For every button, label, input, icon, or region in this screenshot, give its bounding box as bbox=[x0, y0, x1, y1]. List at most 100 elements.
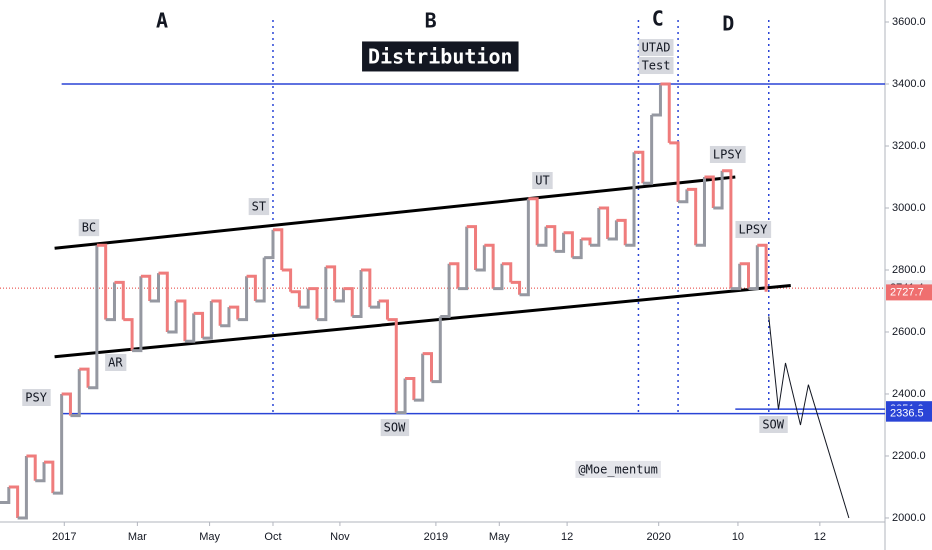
price-step bbox=[405, 376, 416, 401]
projection-line bbox=[768, 316, 850, 519]
annotation-text: PSY bbox=[25, 391, 47, 405]
price-step bbox=[299, 288, 310, 309]
annotation: B bbox=[425, 9, 437, 33]
price-step bbox=[123, 318, 134, 351]
price-step bbox=[132, 276, 143, 353]
price-step bbox=[722, 169, 733, 289]
price-step bbox=[61, 392, 72, 416]
price-step bbox=[590, 207, 601, 247]
annotation: C bbox=[652, 7, 664, 31]
annotation-text: @Moe_mentum bbox=[578, 462, 657, 476]
price-step bbox=[140, 274, 152, 301]
price-step bbox=[704, 175, 715, 208]
x-tick-label: Mar bbox=[128, 531, 147, 543]
price-step bbox=[616, 218, 627, 246]
y-tick-label: 2400.0 bbox=[892, 388, 926, 400]
annotation-text: LPSY bbox=[713, 147, 743, 161]
price-step bbox=[96, 243, 108, 320]
x-tick-label: 2020 bbox=[646, 531, 670, 543]
price-step bbox=[52, 393, 64, 495]
annotation-text: LPSY bbox=[738, 223, 768, 237]
annotation-box bbox=[22, 389, 51, 407]
price-step bbox=[642, 115, 654, 185]
price-step bbox=[334, 288, 345, 303]
price-step bbox=[625, 152, 636, 247]
price-step bbox=[739, 262, 751, 289]
price-step bbox=[537, 226, 548, 247]
price-step bbox=[563, 231, 574, 258]
price-step bbox=[176, 299, 187, 342]
annotation: PSY bbox=[22, 389, 51, 407]
price-tag bbox=[886, 284, 932, 301]
y-tick-label: 3000.0 bbox=[892, 202, 926, 214]
annotation-text: UTAD bbox=[642, 41, 671, 55]
price-step bbox=[695, 176, 706, 247]
annotation-text: ST bbox=[252, 200, 266, 214]
annotation: LPSY bbox=[709, 145, 746, 163]
price-step bbox=[167, 300, 178, 334]
annotation: A bbox=[156, 9, 168, 33]
annotation: SOW bbox=[380, 419, 410, 437]
x-tick-label: 10 bbox=[732, 531, 744, 543]
annotation: LPSY bbox=[735, 221, 772, 239]
price-step bbox=[572, 238, 583, 260]
price-step bbox=[607, 220, 618, 241]
price-step bbox=[26, 454, 37, 481]
annotation-box bbox=[735, 221, 772, 239]
price-step bbox=[678, 189, 689, 204]
price-step bbox=[730, 263, 742, 291]
price-step bbox=[158, 271, 169, 332]
price-step bbox=[757, 243, 768, 292]
annotation: UTAD bbox=[638, 39, 674, 57]
price-step bbox=[281, 268, 293, 292]
annotation: ST bbox=[248, 198, 270, 216]
price-step bbox=[501, 262, 513, 283]
price-step bbox=[17, 455, 28, 520]
price-step bbox=[79, 367, 90, 388]
price-step bbox=[35, 462, 46, 483]
price-step bbox=[554, 232, 566, 253]
annotation-box bbox=[105, 353, 127, 371]
annotation: Test bbox=[638, 57, 674, 75]
price-step bbox=[519, 198, 530, 297]
price-step bbox=[634, 150, 645, 184]
annotation-text: C bbox=[652, 7, 664, 31]
annotation-text: AR bbox=[108, 355, 123, 369]
x-tick-label: May bbox=[199, 531, 220, 543]
x-tick-label: Oct bbox=[264, 531, 281, 543]
annotation-text: SOW bbox=[384, 421, 406, 435]
price-step bbox=[660, 82, 671, 143]
price-step bbox=[149, 273, 161, 303]
price-step bbox=[387, 318, 398, 413]
annotation-box bbox=[362, 41, 519, 72]
price-step bbox=[70, 369, 81, 418]
annotation: AR bbox=[105, 353, 127, 371]
channel-line bbox=[54, 283, 791, 359]
price-step bbox=[598, 206, 610, 239]
price-step bbox=[361, 268, 372, 308]
x-tick-label: 2019 bbox=[424, 531, 448, 543]
price-step bbox=[105, 282, 116, 322]
price-step bbox=[457, 226, 469, 291]
annotation-box bbox=[575, 460, 661, 478]
annotation: UT bbox=[532, 172, 553, 190]
price-step bbox=[713, 170, 724, 210]
y-tick-label: 2200.0 bbox=[892, 450, 926, 462]
price-step bbox=[449, 262, 460, 289]
annotation-text: UT bbox=[535, 174, 549, 188]
annotation-box bbox=[78, 219, 100, 237]
price-step bbox=[493, 263, 504, 291]
price-step bbox=[0, 486, 11, 504]
annotation-box bbox=[380, 419, 410, 437]
price-step bbox=[352, 269, 363, 318]
price-step bbox=[237, 276, 249, 322]
y-tick-label: 3400.0 bbox=[892, 78, 926, 90]
price-step bbox=[211, 299, 222, 326]
annotation-box bbox=[532, 172, 553, 190]
price-step bbox=[88, 245, 99, 390]
price-step bbox=[308, 287, 319, 320]
annotation-box bbox=[709, 145, 746, 163]
annotation-box bbox=[638, 57, 674, 75]
x-tick-label: 2017 bbox=[52, 531, 76, 543]
